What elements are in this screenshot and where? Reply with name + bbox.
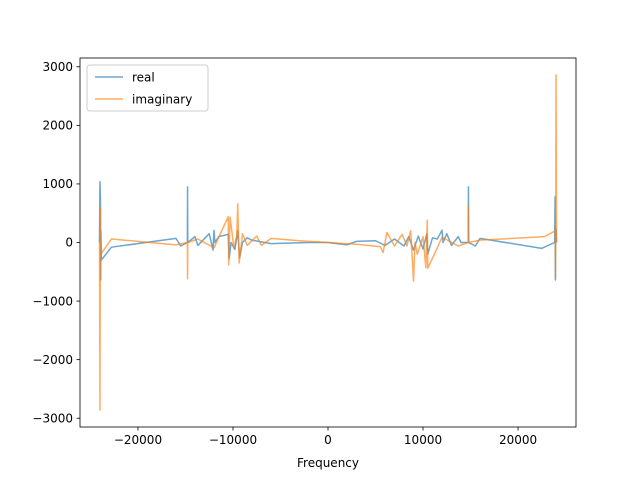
x-tick-label: 0 (324, 433, 332, 447)
x-axis-label: Frequency (297, 456, 359, 470)
y-tick-label: 0 (65, 236, 73, 250)
series-line-real (98, 180, 558, 281)
y-axis: −3000 −2000 −1000 0 1000 2000 3000 (32, 60, 80, 425)
x-tick-label: 20000 (499, 433, 537, 447)
y-tick-label: −2000 (32, 353, 73, 367)
series-line-imaginary (98, 74, 558, 411)
legend-label-imaginary: imaginary (132, 93, 192, 107)
legend: real imaginary (86, 64, 209, 112)
x-tick-label: 10000 (404, 433, 442, 447)
y-tick-label: −1000 (32, 294, 73, 308)
y-tick-label: 1000 (42, 177, 73, 191)
y-tick-label: −3000 (32, 411, 73, 425)
y-tick-label: 3000 (42, 60, 73, 74)
y-tick-label: 2000 (42, 119, 73, 133)
series-layer (98, 74, 558, 411)
x-tick-label: −20000 (114, 433, 162, 447)
legend-label-real: real (132, 71, 155, 85)
x-axis: −20000 −10000 0 10000 20000 (114, 427, 537, 447)
x-tick-label: −10000 (209, 433, 257, 447)
